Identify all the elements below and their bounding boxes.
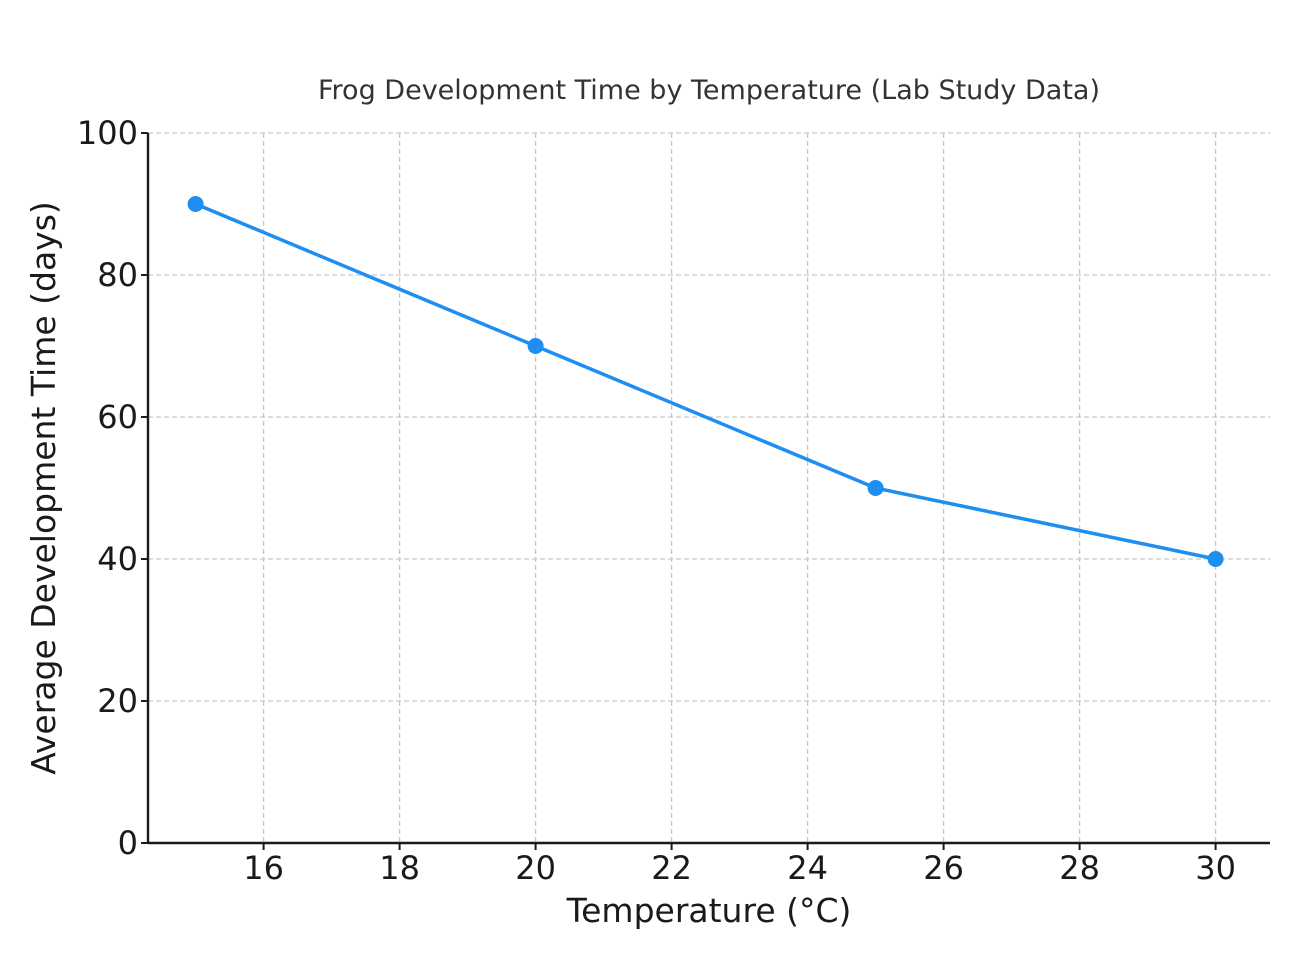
y-tick-label: 60 <box>97 398 138 436</box>
x-tick-label: 26 <box>923 849 964 887</box>
y-tick-label: 80 <box>97 256 138 294</box>
y-axis-label: Average Development Time (days) <box>24 201 63 775</box>
x-tick-label: 30 <box>1195 849 1236 887</box>
y-tick-label: 100 <box>77 114 138 152</box>
x-tick-label: 22 <box>651 849 692 887</box>
data-point <box>527 338 544 354</box>
x-tick-label: 20 <box>515 849 556 887</box>
axes <box>146 133 1270 845</box>
y-tick-label: 20 <box>97 682 138 720</box>
series-line <box>194 202 1216 561</box>
y-tick-label: 40 <box>97 540 138 578</box>
chart-title: Frog Development Time by Temperature (La… <box>318 75 1100 106</box>
data-point <box>867 480 884 496</box>
data-point <box>187 196 204 212</box>
data-point <box>1207 551 1224 567</box>
x-tick-label: 24 <box>787 849 828 887</box>
y-tick-label: 0 <box>118 824 138 862</box>
data-series <box>187 196 1224 567</box>
x-axis-label: Temperature (°C) <box>566 891 852 930</box>
x-axis-ticks: 16 18 20 22 24 26 28 30 <box>243 843 1236 887</box>
y-axis-ticks: 0 20 40 60 80 100 <box>77 114 148 862</box>
grid-lines <box>148 132 1270 844</box>
x-tick-label: 28 <box>1059 849 1100 887</box>
x-tick-label: 16 <box>243 849 284 887</box>
x-tick-label: 18 <box>379 849 420 887</box>
